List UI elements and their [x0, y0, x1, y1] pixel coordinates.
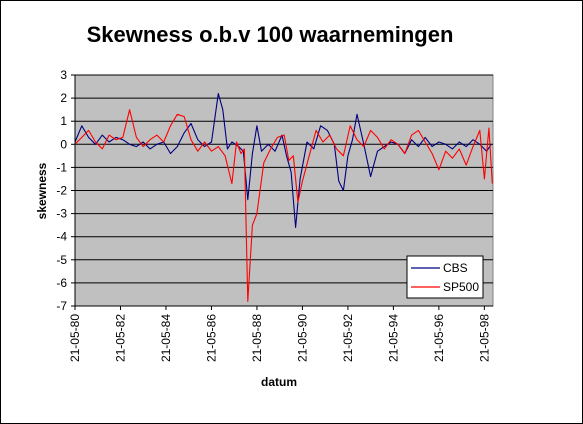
x-tick-label: 21-05-88	[250, 314, 264, 362]
y-axis-label: skewness	[35, 162, 49, 219]
y-tick-label: -4	[56, 230, 67, 244]
y-tick-label: -3	[56, 207, 67, 221]
series-layer	[74, 92, 493, 302]
series-line-sp500	[74, 109, 493, 302]
legend-box	[406, 255, 484, 299]
x-axis-label: datum	[261, 375, 297, 389]
x-tick-label: 21-05-86	[204, 314, 218, 362]
y-tick-labels: 3 2 1 0 -1 -2 -3 -4 -5 -6 -7	[56, 68, 75, 313]
x-tick-label: 21-05-84	[159, 314, 173, 362]
y-tick-label: 2	[60, 91, 67, 105]
x-tick-labels: 21-05-80 21-05-82 21-05-84 21-05-86 21-05-88…	[68, 305, 493, 362]
x-tick-label: 21-05-80	[68, 314, 82, 362]
x-tick-label: 21-05-98	[477, 314, 491, 362]
y-tick-label: 0	[60, 137, 67, 151]
chart-title: Skewness o.b.v 100 waarnemingen	[87, 22, 454, 47]
y-tick-label: -2	[56, 184, 67, 198]
legend: CBS SP500	[406, 255, 484, 299]
x-tick-label: 21-05-90	[295, 314, 309, 362]
x-tick-label: 21-05-82	[113, 314, 127, 362]
y-tick-label: 1	[60, 114, 67, 128]
y-tick-label: -1	[56, 160, 67, 174]
x-tick-label: 21-05-94	[386, 314, 400, 362]
legend-label-cbs: CBS	[443, 261, 468, 275]
y-tick-label: -5	[56, 253, 67, 267]
y-tick-label: 3	[60, 68, 67, 82]
series-line-cbs	[74, 92, 492, 229]
x-tick-label: 21-05-96	[432, 314, 446, 362]
x-tick-label: 21-05-92	[341, 314, 355, 362]
y-tick-label: -6	[56, 276, 67, 290]
y-tick-label: -7	[56, 299, 67, 313]
legend-label-sp500: SP500	[443, 280, 479, 294]
